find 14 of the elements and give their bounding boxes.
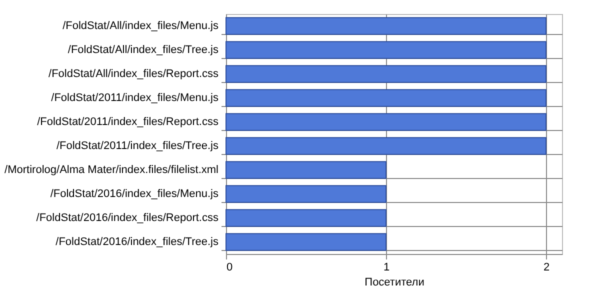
y-tick-label: /FoldStat/All/index_files/Tree.js — [68, 44, 219, 56]
x-tick-label: 0 — [226, 262, 233, 274]
y-tick-label: /FoldStat/2011/index_files/Menu.js — [51, 92, 219, 104]
y-tick-label: /FoldStat/2016/index_files/Report.css — [36, 212, 219, 224]
y-tick-label: /FoldStat/2016/index_files/Tree.js — [56, 236, 219, 248]
y-tick-label: /FoldStat/2011/index_files/Report.css — [37, 116, 219, 128]
x-tick-label: 2 — [543, 262, 550, 274]
y-tick-label: /FoldStat/2016/index_files/Menu.js — [50, 188, 219, 200]
x-axis-title: Посетители — [364, 276, 424, 288]
y-tick-label: /FoldStat/All/index_files/Menu.js — [62, 20, 219, 32]
y-tick-label: /FoldStat/All/index_files/Report.css — [48, 68, 219, 80]
y-tick-label: /FoldStat/2011/index_files/Tree.js — [56, 140, 219, 152]
x-tick-label: 1 — [383, 262, 390, 274]
y-tick-label: /Mortirolog/Alma Mater/index.files/filelist.xml — [4, 164, 218, 176]
